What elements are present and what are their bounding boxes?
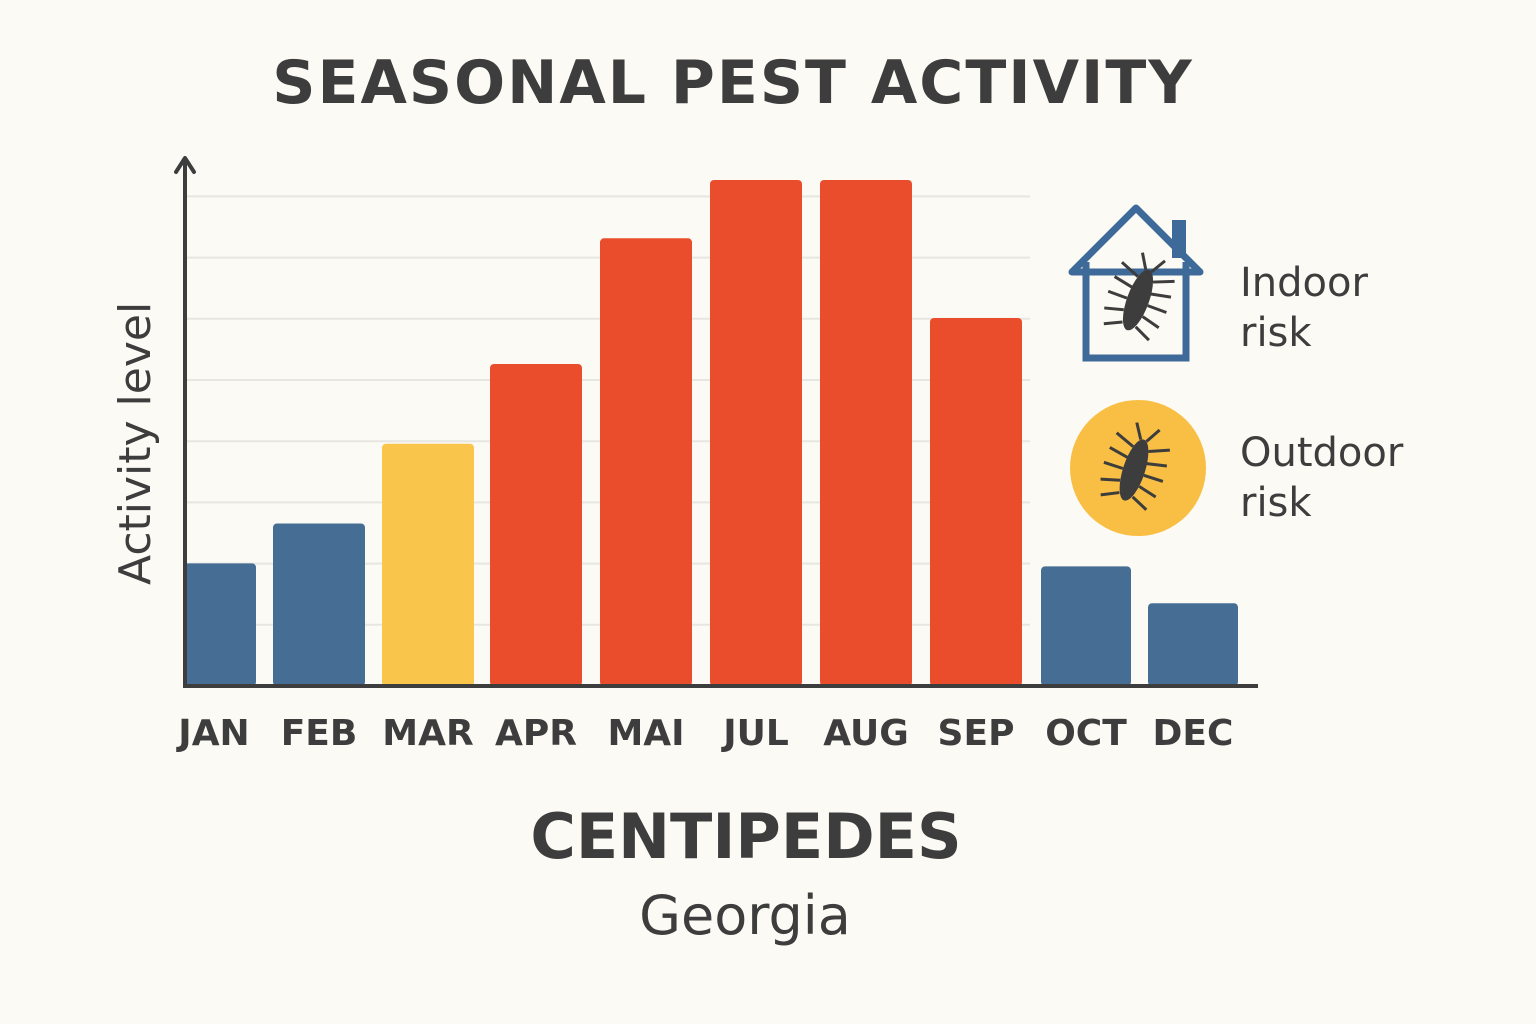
bars <box>184 180 1238 686</box>
x-tick-label: AUG <box>823 713 909 754</box>
x-tick-label: JAN <box>175 713 249 754</box>
bar-mai <box>600 238 692 686</box>
bar-apr <box>490 364 582 686</box>
x-tick-labels: JAN FEB MAR APR MAI JUL AUG SEP OCT DEC <box>175 713 1233 754</box>
bar-feb <box>273 523 365 686</box>
region-name: Georgia <box>639 884 851 947</box>
pest-name: CENTIPEDES <box>530 800 962 873</box>
x-tick-label: OCT <box>1045 713 1127 754</box>
x-tick-label: FEB <box>281 713 358 754</box>
bar-sep <box>930 318 1022 686</box>
x-tick-label: MAR <box>382 713 473 754</box>
bar-dec <box>1148 603 1238 686</box>
legend-indoor-line1: Indoor <box>1240 260 1368 306</box>
sun-centipede-icon <box>1070 400 1206 536</box>
bar-oct <box>1041 566 1131 686</box>
house-centipede-icon <box>1068 204 1204 362</box>
x-tick-label: SEP <box>938 713 1015 754</box>
bar-jul <box>710 180 802 686</box>
legend-indoor: Indoor risk <box>1240 258 1368 358</box>
axes <box>174 156 1258 688</box>
bar-mar <box>382 443 474 686</box>
bar-jan <box>184 563 256 686</box>
legend-outdoor-line2: risk <box>1240 480 1312 526</box>
legend-indoor-line2: risk <box>1240 310 1312 356</box>
legend-outdoor: Outdoor risk <box>1240 428 1403 528</box>
x-tick-label: MAI <box>607 713 684 754</box>
x-tick-label: DEC <box>1153 713 1234 754</box>
legend-outdoor-line1: Outdoor <box>1240 430 1404 476</box>
x-tick-label: JUL <box>720 713 789 754</box>
y-axis-arrow <box>174 156 196 174</box>
chart-title: SEASONAL PEST ACTIVITY <box>272 48 1194 118</box>
x-tick-label: APR <box>495 713 577 754</box>
bar-aug <box>820 180 912 686</box>
